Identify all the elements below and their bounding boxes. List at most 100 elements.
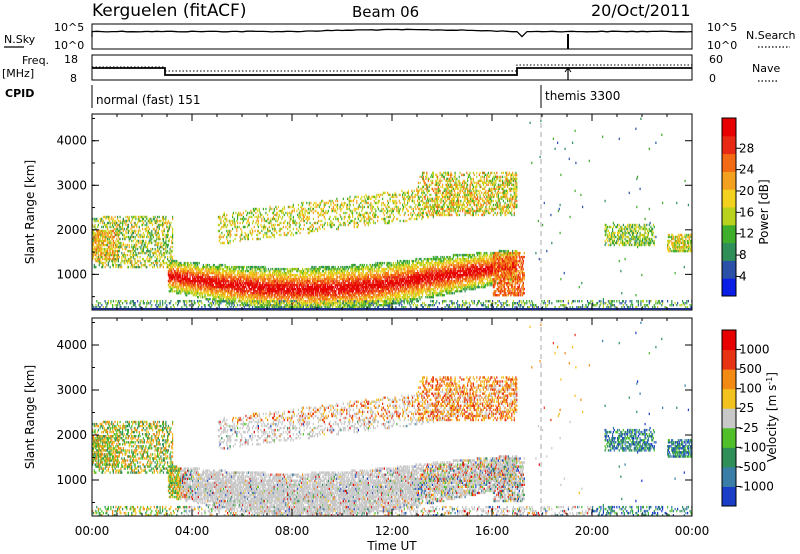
- data-cell: [145, 252, 146, 254]
- data-cell: [116, 264, 117, 266]
- data-cell: [141, 264, 142, 266]
- data-cell: [113, 300, 114, 302]
- data-cell: [143, 222, 144, 224]
- data-cell: [253, 220, 254, 222]
- data-cell: [127, 254, 128, 256]
- data-cell: [293, 234, 294, 236]
- data-cell: [248, 266, 249, 268]
- data-cell: [122, 248, 123, 250]
- data-cell: [314, 230, 315, 232]
- data-cell: [313, 208, 314, 210]
- data-cell: [169, 238, 170, 240]
- data-cell: [115, 216, 116, 218]
- data-cell: [151, 256, 152, 258]
- data-cell: [233, 240, 234, 242]
- data-cell: [222, 264, 223, 266]
- nsky-label: N.Sky: [4, 33, 36, 46]
- data-cell: [301, 218, 302, 220]
- data-cell: [322, 224, 323, 226]
- data-cell: [220, 218, 221, 220]
- data-cell: [267, 236, 268, 238]
- data-cell: [164, 262, 165, 264]
- data-cell: [329, 206, 330, 208]
- data-cell: [335, 290, 336, 292]
- data-cell: [160, 300, 161, 302]
- data-cell: [255, 212, 256, 214]
- data-cell: [154, 300, 155, 302]
- data-cell: [113, 264, 114, 266]
- data-cell: [122, 238, 123, 240]
- data-cell: [149, 264, 150, 266]
- data-cell: [288, 232, 289, 234]
- data-cell: [159, 234, 160, 236]
- data-cell: [123, 242, 124, 244]
- data-cell: [133, 240, 134, 242]
- data-cell: [138, 236, 139, 238]
- data-cell: [340, 224, 341, 226]
- data-cell: [287, 228, 288, 230]
- data-cell: [289, 300, 290, 302]
- data-cell: [186, 300, 187, 302]
- data-cell: [258, 214, 259, 216]
- data-cell: [315, 202, 316, 204]
- data-cell: [139, 226, 140, 228]
- data-cell: [134, 254, 135, 256]
- data-cell: [207, 264, 208, 266]
- data-cell: [338, 218, 339, 220]
- data-cell: [249, 212, 250, 214]
- data-cell: [130, 300, 131, 302]
- data-cell: [261, 218, 262, 220]
- data-cell: [137, 248, 138, 250]
- data-cell: [98, 224, 99, 226]
- data-cell: [165, 234, 166, 236]
- data-cell: [254, 226, 255, 228]
- data-cell: [227, 266, 228, 268]
- data-cell: [131, 244, 132, 246]
- data-cell: [148, 254, 149, 256]
- data-cell: [135, 246, 136, 248]
- data-cell: [284, 268, 285, 270]
- data-cell: [160, 238, 161, 240]
- data-cell: [227, 224, 228, 226]
- data-cell: [122, 302, 123, 304]
- data-cell: [343, 212, 344, 214]
- data-cell: [110, 300, 111, 302]
- data-cell: [151, 230, 152, 232]
- data-cell: [151, 220, 152, 222]
- data-cell: [269, 226, 270, 228]
- data-cell: [127, 244, 128, 246]
- data-cell: [138, 260, 139, 262]
- data-cell: [143, 240, 144, 242]
- data-cell: [135, 216, 136, 218]
- data-cell: [243, 212, 244, 214]
- data-cell: [94, 218, 95, 220]
- data-cell: [310, 268, 311, 270]
- data-cell: [230, 234, 231, 236]
- data-cell: [157, 246, 158, 248]
- data-cell: [140, 240, 141, 242]
- data-cell: [221, 236, 222, 238]
- data-cell: [336, 228, 337, 230]
- data-cell: [285, 212, 286, 214]
- data-cell: [251, 212, 252, 214]
- data-cell: [135, 236, 136, 238]
- data-cell: [163, 266, 164, 268]
- cpid-mode-normal: normal (fast) 151: [96, 93, 200, 107]
- data-cell: [224, 242, 225, 244]
- data-cell: [334, 204, 335, 206]
- data-cell: [219, 230, 220, 232]
- data-cell: [102, 256, 103, 258]
- data-cell: [95, 266, 96, 268]
- data-cell: [255, 230, 256, 232]
- data-cell: [282, 208, 283, 210]
- data-cell: [341, 218, 342, 220]
- data-cell: [159, 216, 160, 218]
- data-cell: [340, 302, 341, 304]
- data-cell: [308, 268, 309, 270]
- data-cell: [151, 262, 152, 264]
- nsky-tick-top: 10^5: [54, 21, 84, 34]
- data-cell: [155, 216, 156, 218]
- data-cell: [237, 226, 238, 228]
- data-cell: [144, 216, 145, 218]
